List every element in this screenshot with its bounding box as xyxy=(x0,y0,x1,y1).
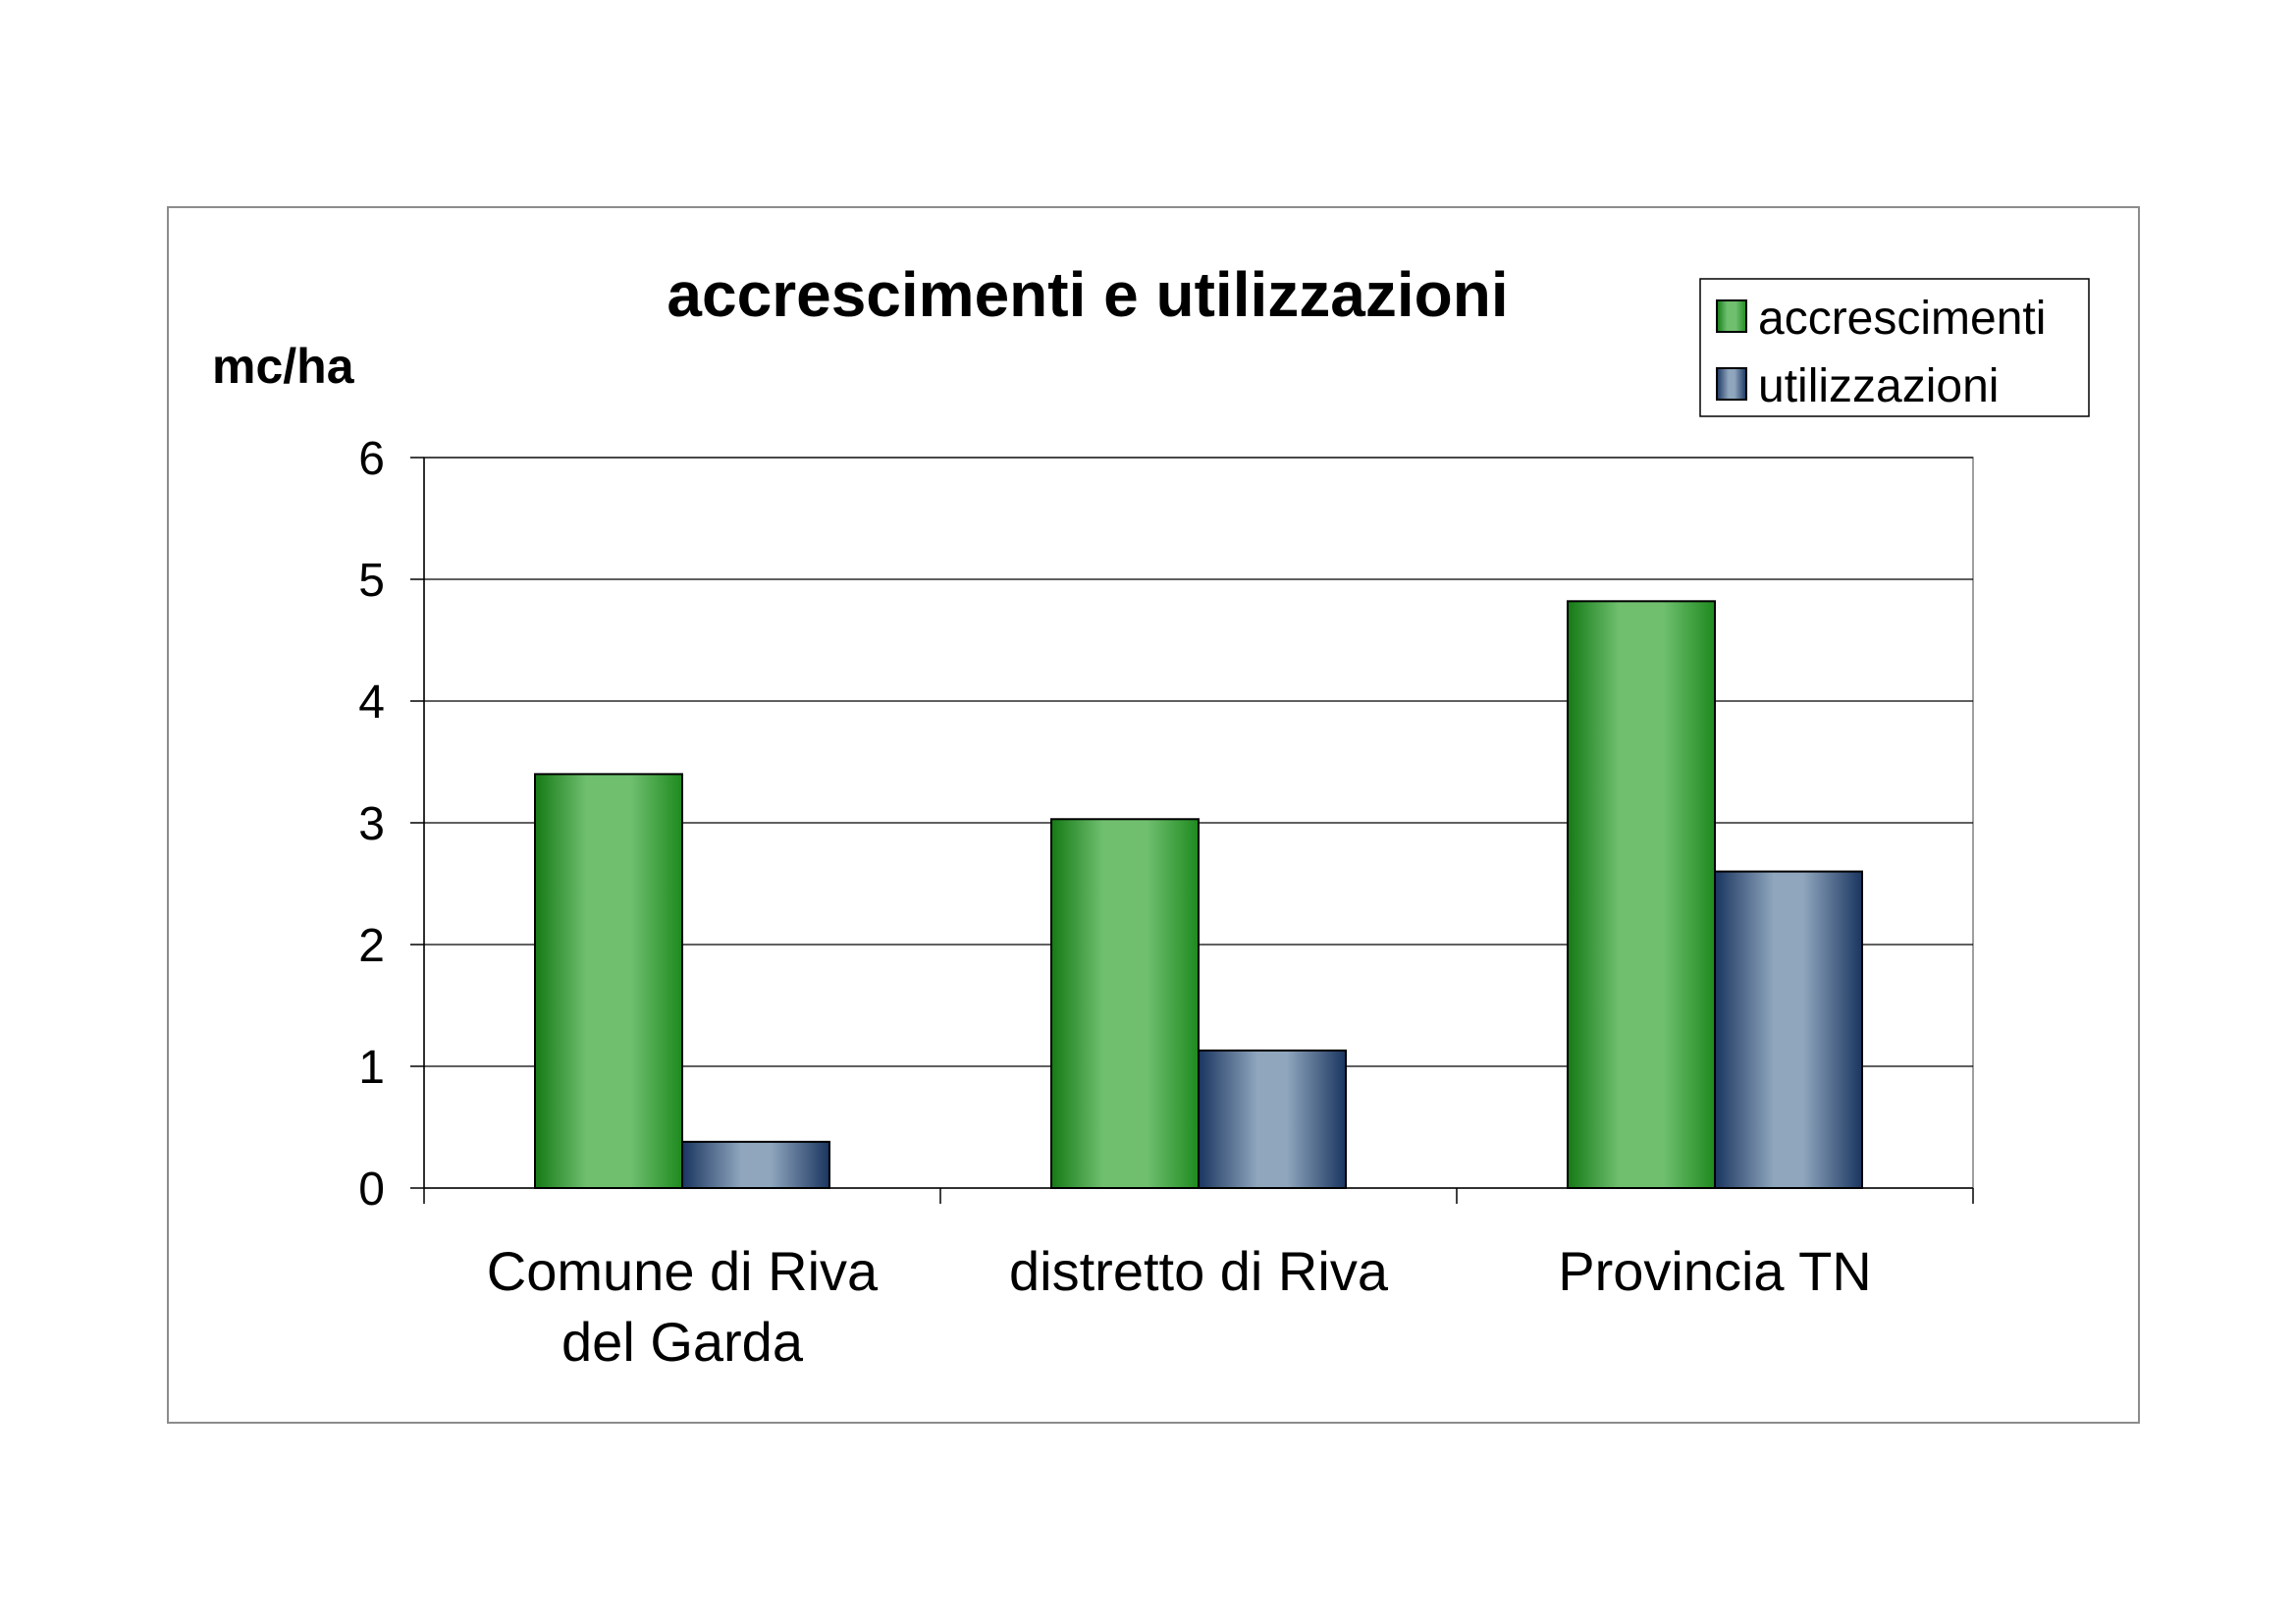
chart-frame: accrescimenti e utilizzazioni mc/ha 0 1 2 3… xyxy=(167,206,2140,1424)
legend-swatch-utilizzazioni xyxy=(1716,367,1747,401)
category-label: Comune di Riva xyxy=(487,1240,879,1302)
y-tick-label: 5 xyxy=(358,555,385,607)
legend-label-utilizzazioni: utilizzazioni xyxy=(1758,360,1999,412)
y-tick-label: 1 xyxy=(358,1042,385,1094)
legend-box xyxy=(1699,278,2090,417)
bars xyxy=(534,600,1863,1190)
bar-utilizzazioni xyxy=(1198,1049,1347,1189)
y-tick-label: 2 xyxy=(358,920,385,972)
chart-title: accrescimenti e utilizzazioni xyxy=(667,259,1508,330)
y-tick-label: 4 xyxy=(358,677,385,729)
legend-label-accrescimenti: accrescimenti xyxy=(1758,293,2046,345)
y-tick-label: 6 xyxy=(358,433,385,485)
legend: accrescimenti utilizzazioni xyxy=(1699,278,2090,417)
y-tick-label: 3 xyxy=(358,798,385,850)
bar-accrescimenti xyxy=(534,773,683,1190)
x-axis-categories: Comune di Riva del Garda distretto di Riva… xyxy=(487,1240,1872,1373)
bar-accrescimenti xyxy=(1050,818,1200,1190)
legend-swatch-accrescimenti xyxy=(1716,299,1747,333)
bar-utilizzazioni xyxy=(681,1140,830,1190)
y-axis-label: mc/ha xyxy=(212,339,355,394)
category-label: Provincia TN xyxy=(1558,1240,1872,1302)
y-axis-ticks: 0 1 2 3 4 5 6 xyxy=(358,433,1974,1216)
y-tick-label: 0 xyxy=(358,1164,385,1216)
category-label: del Garda xyxy=(561,1311,804,1373)
bar-accrescimenti xyxy=(1567,600,1716,1189)
bar-utilizzazioni xyxy=(1714,870,1863,1189)
category-label: distretto di Riva xyxy=(1009,1240,1389,1302)
